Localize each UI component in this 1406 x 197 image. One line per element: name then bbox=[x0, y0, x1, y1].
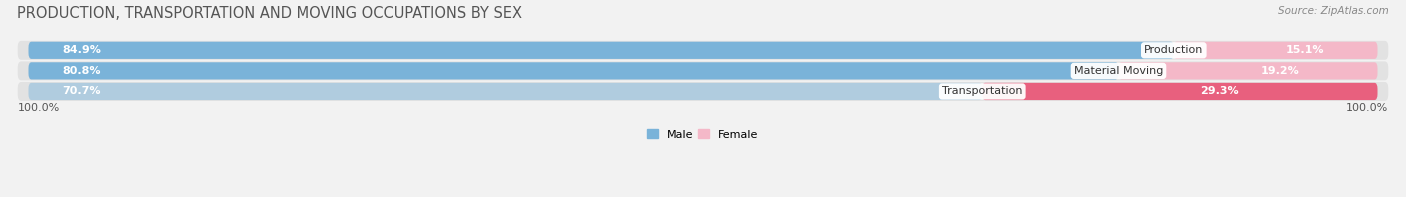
Text: Production: Production bbox=[1144, 45, 1204, 55]
FancyBboxPatch shape bbox=[28, 42, 1174, 59]
FancyBboxPatch shape bbox=[1119, 62, 1378, 80]
FancyBboxPatch shape bbox=[1174, 42, 1378, 59]
FancyBboxPatch shape bbox=[18, 41, 1388, 60]
Text: Source: ZipAtlas.com: Source: ZipAtlas.com bbox=[1278, 6, 1389, 16]
Text: 19.2%: 19.2% bbox=[1261, 66, 1299, 76]
FancyBboxPatch shape bbox=[18, 61, 1388, 80]
Text: 100.0%: 100.0% bbox=[1346, 103, 1388, 112]
Text: 15.1%: 15.1% bbox=[1286, 45, 1324, 55]
Text: 80.8%: 80.8% bbox=[62, 66, 101, 76]
Text: 29.3%: 29.3% bbox=[1199, 86, 1239, 97]
FancyBboxPatch shape bbox=[18, 82, 1388, 101]
Text: Transportation: Transportation bbox=[942, 86, 1022, 97]
Text: Material Moving: Material Moving bbox=[1074, 66, 1163, 76]
Text: 70.7%: 70.7% bbox=[62, 86, 101, 97]
FancyBboxPatch shape bbox=[28, 62, 1119, 80]
Legend: Male, Female: Male, Female bbox=[647, 129, 759, 139]
FancyBboxPatch shape bbox=[28, 83, 983, 100]
Text: 84.9%: 84.9% bbox=[62, 45, 101, 55]
Text: 100.0%: 100.0% bbox=[18, 103, 60, 112]
FancyBboxPatch shape bbox=[983, 83, 1378, 100]
Text: PRODUCTION, TRANSPORTATION AND MOVING OCCUPATIONS BY SEX: PRODUCTION, TRANSPORTATION AND MOVING OC… bbox=[17, 6, 522, 21]
